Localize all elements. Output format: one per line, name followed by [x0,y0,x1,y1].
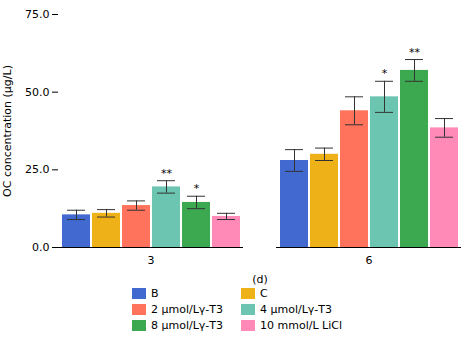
html-text:2 μmol/Lγ-T3: 2 μmol/Lγ-T3 [151,303,223,316]
svg-text:**: ** [161,167,173,180]
html-text:8 μmol/Lγ-T3: 8 μmol/Lγ-T3 [151,319,223,332]
svg-text:OC concentration (μg/L): OC concentration (μg/L) [1,65,14,197]
html-text:10 mmol/L LiCl: 10 mmol/L LiCl [260,319,342,332]
svg-text:75.0: 75.0 [25,8,50,21]
html-text:4 μmol/Lγ-T3: 4 μmol/Lγ-T3 [260,303,333,316]
svg-text:**: ** [409,46,421,59]
svg-text:3: 3 [148,254,155,267]
svg-text:*: * [194,182,200,195]
svg-text:(d): (d) [252,273,268,286]
html-text:C: C [260,287,268,300]
svg-text:25.0: 25.0 [25,163,50,176]
html-text:B: B [151,287,159,300]
svg-text:*: * [382,67,388,80]
svg-text:6: 6 [366,254,373,267]
svg-text:0.0: 0.0 [32,241,50,254]
svg-text:50.0: 50.0 [25,86,50,99]
